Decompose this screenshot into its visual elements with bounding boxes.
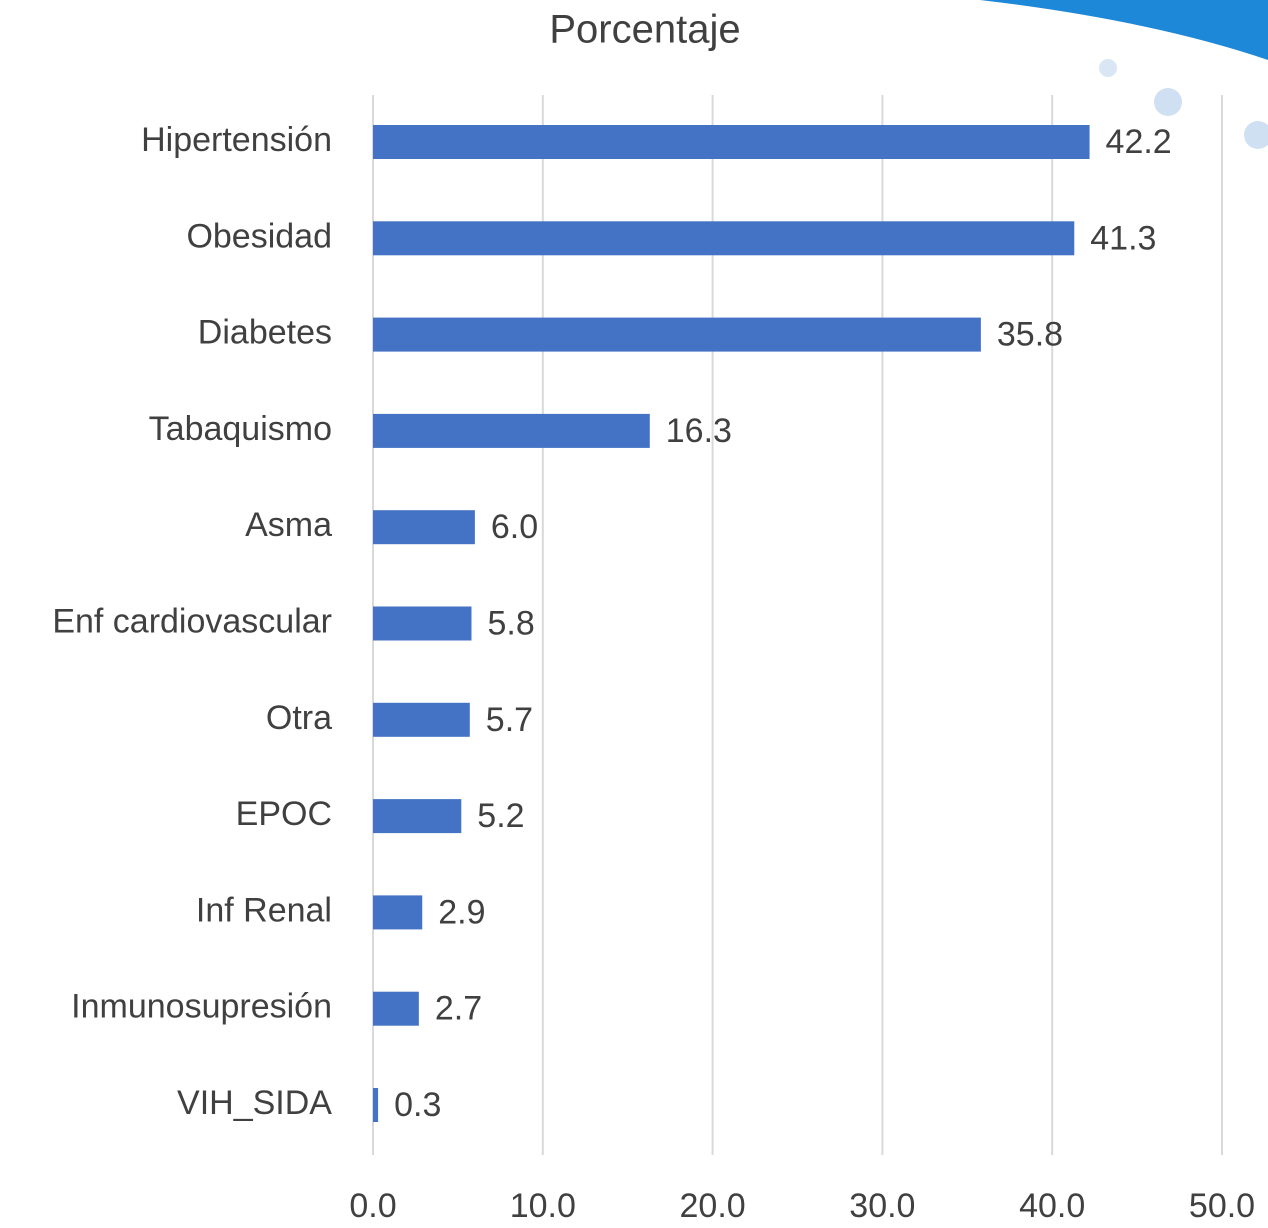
bar	[373, 799, 462, 834]
bar	[373, 125, 1090, 159]
decoration	[1154, 88, 1182, 116]
bar	[373, 991, 419, 1026]
y-tick-label: Asma	[245, 506, 332, 544]
data-label: 0.3	[394, 1086, 441, 1124]
x-tick-label: 0.0	[349, 1187, 396, 1225]
bar	[373, 413, 650, 448]
y-tick-label: Inmunosupresión	[71, 988, 332, 1026]
bar	[373, 702, 470, 737]
bar	[373, 317, 981, 352]
decoration	[980, 0, 1268, 60]
y-tick-label: Tabaquismo	[149, 410, 332, 448]
x-tick-label: 50.0	[1189, 1187, 1255, 1225]
data-label: 5.8	[487, 604, 534, 642]
y-tick-label: EPOC	[236, 795, 332, 833]
data-label: 5.7	[486, 701, 533, 739]
y-tick-label: Enf cardiovascular	[52, 602, 332, 640]
data-label: 6.0	[491, 508, 538, 546]
y-tick-label: Obesidad	[186, 217, 332, 255]
y-tick-label: Inf Renal	[196, 891, 332, 929]
data-label: 2.9	[438, 893, 485, 931]
x-tick-label: 20.0	[680, 1187, 746, 1225]
chart-title: Porcentaje	[549, 8, 740, 52]
decoration	[1099, 59, 1117, 77]
y-tick-label: Hipertensión	[141, 121, 332, 159]
data-label: 42.2	[1106, 123, 1172, 161]
bar	[373, 895, 423, 930]
data-label: 41.3	[1090, 219, 1156, 257]
data-label: 2.7	[435, 990, 482, 1028]
bar	[373, 606, 472, 641]
y-tick-label: VIH_SIDA	[177, 1084, 332, 1122]
x-tick-label: 40.0	[1019, 1187, 1085, 1225]
y-tick-label: Diabetes	[198, 314, 332, 352]
decoration	[1244, 121, 1268, 149]
bar	[373, 221, 1075, 256]
x-tick-label: 30.0	[849, 1187, 915, 1225]
y-tick-label: Otra	[266, 699, 332, 737]
x-tick-label: 10.0	[510, 1187, 576, 1225]
data-label: 16.3	[666, 412, 732, 450]
bar	[373, 1088, 379, 1122]
data-label: 5.2	[477, 797, 524, 835]
data-label: 35.8	[997, 316, 1063, 354]
bar	[373, 510, 475, 545]
